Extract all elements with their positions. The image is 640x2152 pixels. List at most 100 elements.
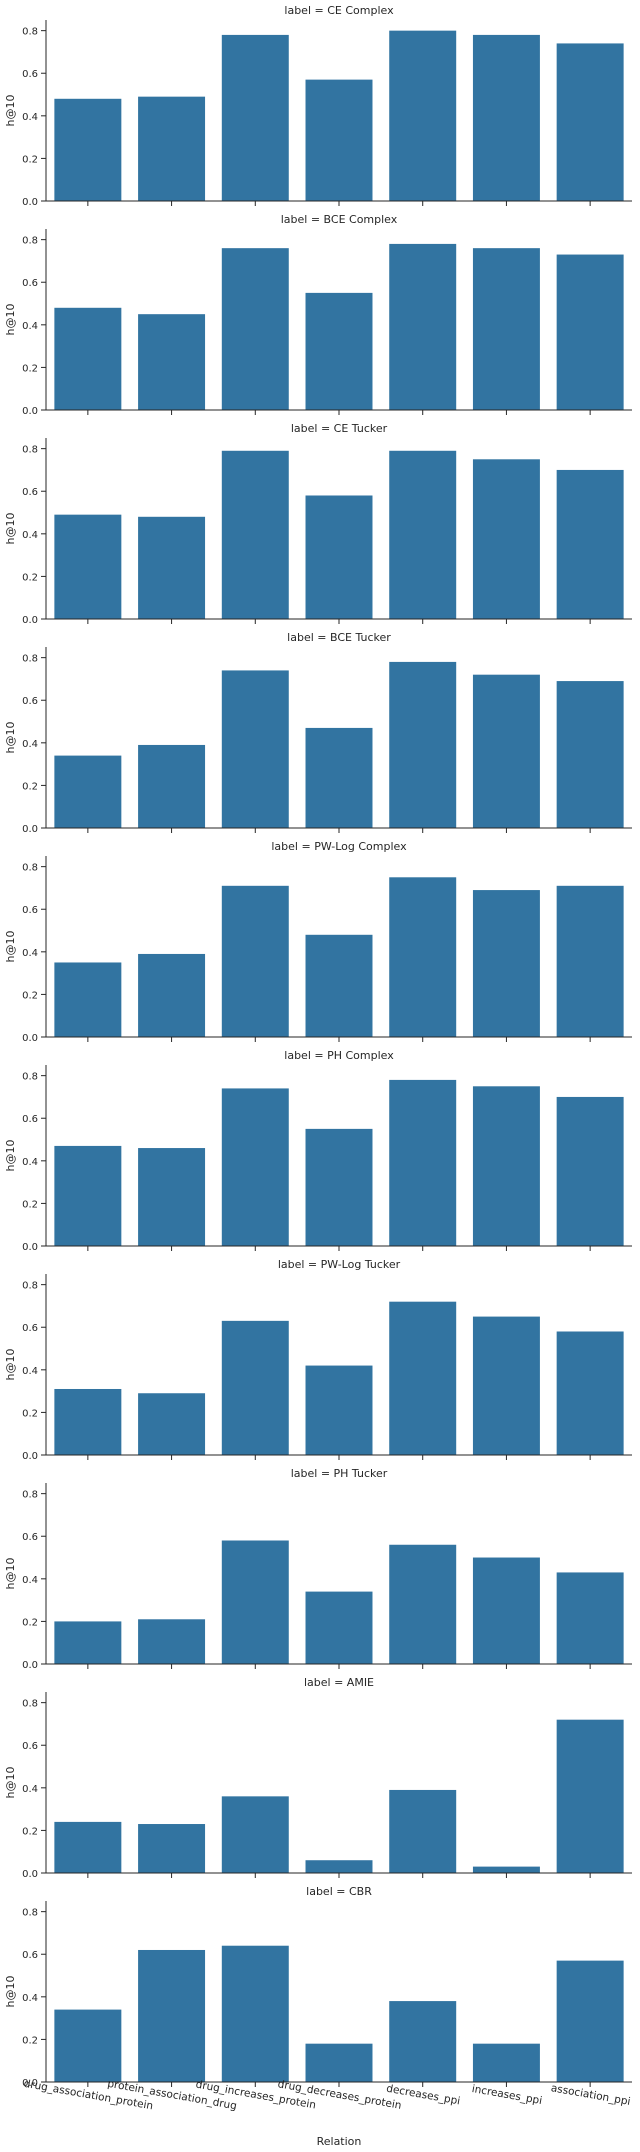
bar: [54, 98, 122, 201]
bar: [221, 1088, 289, 1246]
bar: [54, 307, 122, 410]
y-tick-label: 0.6: [22, 278, 38, 289]
bar: [389, 1079, 457, 1246]
y-tick-label: 0.6: [22, 1950, 38, 1961]
bar: [221, 450, 289, 619]
y-tick-label: 0.8: [22, 863, 38, 874]
bar: [472, 1316, 540, 1455]
bar: [389, 1301, 457, 1455]
bar: [305, 1591, 373, 1664]
y-tick-label: 0.2: [22, 1199, 38, 1210]
panel-title: label = AMIE: [304, 1676, 374, 1689]
panel-title: label = CE Complex: [284, 4, 394, 17]
y-tick-label: 0.4: [22, 1366, 38, 1377]
y-tick-label: 0.6: [22, 1114, 38, 1125]
bar: [305, 1860, 373, 1873]
y-tick-label: 0.8: [22, 654, 38, 665]
y-tick-label: 0.6: [22, 905, 38, 916]
facet-panel: label = CE Complex 0.0 0.2 0.4 0.6 0.8 h@10: [4, 4, 632, 208]
facet-panel: label = BCE Tucker 0.0 0.2 0.4 0.6 0.8 h@10: [4, 631, 632, 835]
bar: [389, 30, 457, 201]
y-axis-label: h@10: [4, 1767, 17, 1799]
bar: [221, 1945, 289, 2082]
bar: [54, 755, 122, 828]
y-tick-label: 0.0: [22, 1033, 38, 1044]
panel-title: label = BCE Tucker: [287, 631, 391, 644]
y-tick-label: 0.4: [22, 321, 38, 332]
bar: [305, 1128, 373, 1246]
y-tick-label: 0.6: [22, 1532, 38, 1543]
bar: [305, 495, 373, 619]
bar: [556, 1096, 624, 1246]
y-tick-label: 0.4: [22, 1784, 38, 1795]
bar: [54, 1388, 122, 1455]
bar: [556, 1960, 624, 2082]
y-tick-label: 0.8: [22, 445, 38, 456]
y-tick-label: 0.6: [22, 1741, 38, 1752]
panel-title: label = CBR: [306, 1885, 372, 1898]
panel-title: label = BCE Complex: [281, 213, 398, 226]
y-tick-label: 0.2: [22, 1408, 38, 1419]
bar: [138, 953, 206, 1037]
bar: [472, 1866, 540, 1873]
y-tick-label: 0.8: [22, 1699, 38, 1710]
bar: [138, 314, 206, 410]
bar: [472, 1086, 540, 1246]
bar: [389, 1789, 457, 1873]
facet-panel: label = PH Tucker 0.0 0.2 0.4 0.6 0.8 h@10: [4, 1467, 632, 1671]
bar: [221, 1320, 289, 1455]
bar: [472, 1557, 540, 1664]
bar: [54, 1821, 122, 1873]
y-axis-label: h@10: [4, 1976, 17, 2008]
bar: [556, 885, 624, 1037]
bar: [556, 254, 624, 410]
y-tick-label: 0.2: [22, 781, 38, 792]
bar: [305, 934, 373, 1037]
bar: [138, 96, 206, 201]
bar: [472, 34, 540, 201]
y-axis-label: h@10: [4, 931, 17, 963]
bar: [472, 674, 540, 828]
bar: [138, 744, 206, 828]
bar: [305, 2043, 373, 2082]
y-tick-label: 0.2: [22, 363, 38, 374]
bar: [221, 885, 289, 1037]
facet-panel: label = PW-Log Complex 0.0 0.2 0.4 0.6 0.8 h@1…: [4, 840, 632, 1044]
y-tick-label: 0.4: [22, 948, 38, 959]
bar: [54, 1145, 122, 1246]
y-tick-label: 0.2: [22, 154, 38, 165]
y-tick-label: 0.0: [22, 1242, 38, 1253]
facet-panel: label = BCE Complex 0.0 0.2 0.4 0.6 0.8 h@10: [4, 213, 632, 417]
bar: [556, 1572, 624, 1664]
y-tick-label: 0.4: [22, 112, 38, 123]
y-tick-label: 0.4: [22, 1575, 38, 1586]
y-tick-label: 0.0: [22, 1660, 38, 1671]
bar: [221, 670, 289, 828]
bar: [221, 1540, 289, 1664]
bar: [389, 877, 457, 1037]
bar: [54, 514, 122, 619]
y-tick-label: 0.0: [22, 197, 38, 208]
facet-panel: label = PH Complex 0.0 0.2 0.4 0.6 0.8 h@10: [4, 1049, 632, 1253]
bar: [138, 516, 206, 619]
panel-title: label = PW-Log Tucker: [278, 1258, 401, 1271]
y-axis-label: h@10: [4, 304, 17, 336]
panel-title: label = PH Tucker: [291, 1467, 388, 1480]
y-axis-label: h@10: [4, 1349, 17, 1381]
y-tick-label: 0.6: [22, 69, 38, 80]
y-tick-label: 0.0: [22, 1869, 38, 1880]
y-tick-label: 0.6: [22, 1323, 38, 1334]
bar: [138, 1949, 206, 2082]
bar: [472, 890, 540, 1037]
y-tick-label: 0.0: [22, 824, 38, 835]
bar: [305, 1365, 373, 1455]
facet-panel: label = CBR0.00.20.40.60.8h@10drug_assoc…: [4, 1885, 632, 2112]
y-tick-label: 0.0: [22, 406, 38, 417]
bar: [556, 1719, 624, 1873]
bar: [556, 43, 624, 202]
facet-panel: label = AMIE 0.0 0.2 0.4 0.6 0.8 h@10: [4, 1676, 632, 1880]
bar: [305, 727, 373, 828]
y-tick-label: 0.8: [22, 1072, 38, 1083]
y-tick-label: 0.2: [22, 1826, 38, 1837]
